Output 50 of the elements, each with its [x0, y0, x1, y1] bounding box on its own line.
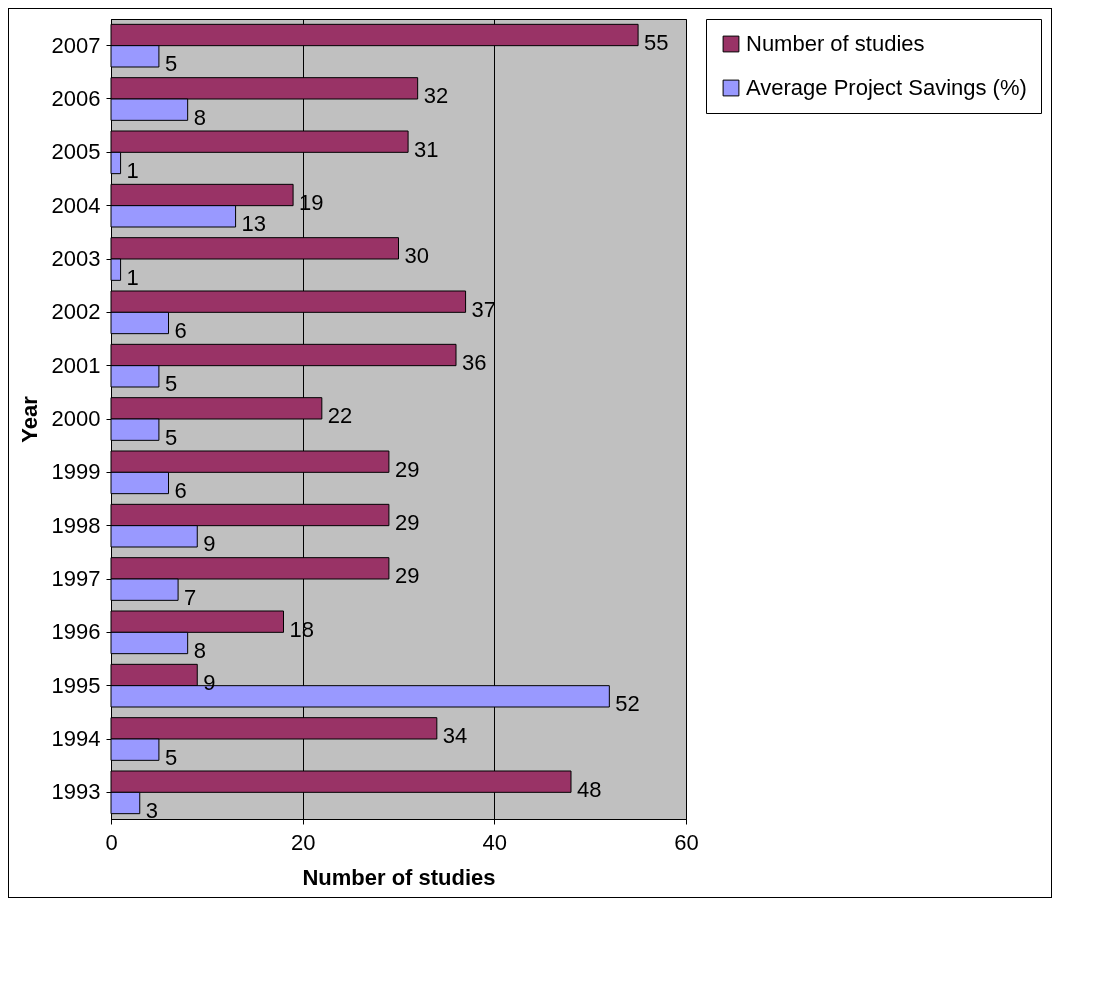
data-label: 6: [174, 478, 187, 503]
x-tick-label: 40: [482, 829, 508, 855]
data-label: 7: [184, 584, 197, 610]
data-label: 34: [442, 723, 468, 749]
data-label: 5: [164, 51, 178, 77]
data-label: 31: [414, 136, 439, 162]
data-label: 5: [164, 424, 178, 450]
y-axis-title: Year: [16, 395, 42, 443]
x-tick-label: 20: [290, 829, 316, 855]
y-tick-label: 2005: [51, 139, 101, 165]
x-axis-title: Number of studies: [302, 864, 496, 890]
data-label: 36: [462, 350, 487, 375]
data-label: 3: [145, 798, 158, 823]
data-label: 52: [615, 691, 640, 717]
y-tick-label: 2004: [51, 192, 101, 218]
y-tick-label: 1993: [51, 779, 101, 805]
y-tick-label: 1997: [51, 566, 101, 591]
data-label: 29: [394, 456, 420, 482]
y-tick-label: 2003: [51, 246, 101, 271]
data-label: 1: [126, 264, 139, 290]
data-label: 5: [164, 371, 178, 397]
data-label: 8: [193, 638, 206, 663]
y-tick-label: 2002: [51, 299, 101, 325]
x-tick-label: 0: [105, 829, 118, 855]
data-label: 30: [404, 243, 429, 269]
data-label: 55: [644, 30, 669, 55]
y-tick-label: 1994: [51, 726, 101, 751]
y-tick-label: 1995: [51, 672, 101, 698]
data-label: 9: [203, 531, 216, 557]
data-label: 29: [394, 563, 420, 589]
data-label: 13: [241, 211, 267, 237]
y-tick-label: 1999: [51, 459, 101, 485]
legend-label: Number of studies: [746, 31, 925, 56]
legend-label: Average Project Savings (%): [746, 75, 1027, 100]
y-tick-label: 2006: [51, 86, 101, 111]
y-tick-label: 2000: [51, 406, 101, 431]
data-label: 32: [423, 83, 449, 109]
data-label: 5: [164, 744, 178, 770]
data-label: 22: [327, 403, 353, 429]
y-tick-label: 1996: [51, 619, 101, 645]
data-label: 48: [577, 776, 602, 802]
y-tick-label: 1998: [51, 512, 101, 538]
data-label: 6: [174, 318, 187, 343]
data-label: 1: [126, 158, 139, 183]
data-label: 29: [394, 510, 420, 535]
data-label: 37: [471, 296, 497, 322]
y-tick-label: 2001: [51, 352, 101, 378]
data-label: 8: [193, 104, 206, 130]
x-tick-label: 60: [674, 829, 699, 855]
y-tick-label: 2007: [51, 32, 101, 58]
